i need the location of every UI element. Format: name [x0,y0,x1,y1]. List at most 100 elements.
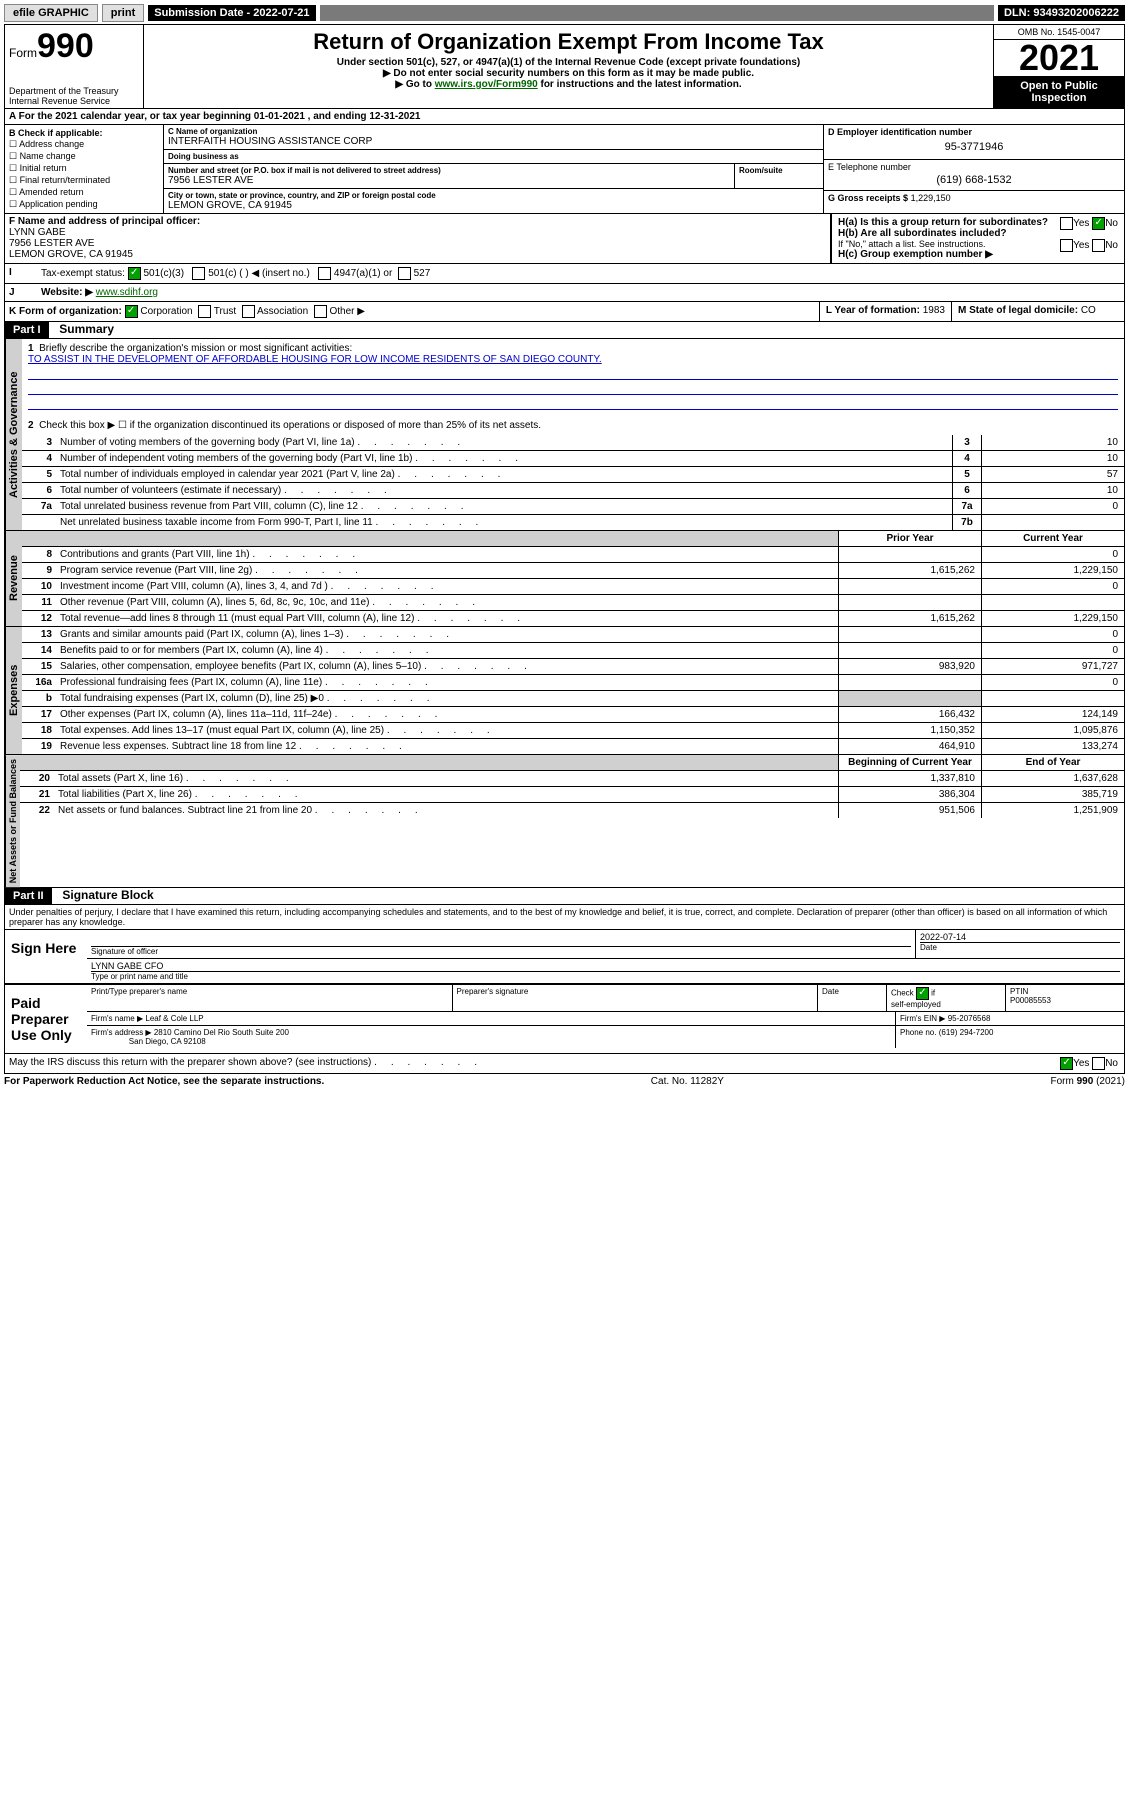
expenses-body: 13Grants and similar amounts paid (Part … [22,627,1124,754]
form-word: Form [9,46,37,60]
may-irs-text: May the IRS discuss this return with the… [5,1054,1054,1073]
governance-body: 1 Briefly describe the organization's mi… [22,339,1124,530]
j-label: J [5,284,37,301]
h-block: H(a) Is this a group return for subordin… [831,214,1124,263]
firm-phone-label: Phone no. [900,1028,936,1037]
table-row: 3Number of voting members of the governi… [22,435,1124,451]
tab-revenue: Revenue [5,531,22,626]
paid-preparer-row: Paid Preparer Use Only Print/Type prepar… [5,983,1124,1053]
officer-addr1: 7956 LESTER AVE [9,238,826,249]
may-irs-no[interactable] [1092,1057,1105,1070]
print-button[interactable]: print [102,4,144,22]
part2-header: Part II [5,888,52,904]
sign-here-right: Signature of officer 2022-07-14 Date LYN… [87,930,1124,983]
website-label: Website: ▶ [41,287,93,298]
sig-date-label: Date [920,942,1120,952]
table-row: 19Revenue less expenses. Subtract line 1… [22,739,1124,754]
header-title-block: Return of Organization Exempt From Incom… [144,25,993,108]
ha-no[interactable]: ✓ [1092,217,1105,230]
gross-receipts-value: 1,229,150 [911,193,951,203]
i-body: Tax-exempt status: ✓ 501(c)(3) 501(c) ( … [37,264,1124,283]
dln-label: DLN: 93493202006222 [998,5,1125,21]
part2-bar: Part II Signature Block [4,888,1125,905]
f-label: F Name and address of principal officer: [9,216,826,227]
check-name-change[interactable]: ☐ Name change [9,151,159,162]
firm-addr-label: Firm's address ▶ [91,1028,152,1037]
goto-suffix: for instructions and the latest informat… [538,79,742,90]
address-row: Number and street (or P.O. box if mail i… [164,164,823,189]
col-d-e-g: D Employer identification number 95-3771… [823,125,1124,213]
check-initial-return[interactable]: ☐ Initial return [9,163,159,174]
mission-underline [28,367,1118,380]
check-501c3[interactable]: ✓ [128,267,141,280]
ha-yes[interactable] [1060,217,1073,230]
check-corporation[interactable]: ✓ [125,305,138,318]
revenue-body: Prior Year Current Year 8Contributions a… [22,531,1124,626]
ptin-cell: PTIN P00085553 [1006,985,1124,1011]
check-association[interactable] [242,305,255,318]
table-row: 14Benefits paid to or for members (Part … [22,643,1124,659]
sig-officer-label: Signature of officer [91,946,911,956]
f-h-row: F Name and address of principal officer:… [4,214,1125,264]
mission-underline [28,397,1118,410]
tab-expenses: Expenses [5,627,22,754]
may-irs-row: May the IRS discuss this return with the… [4,1054,1125,1074]
ein-label: D Employer identification number [828,127,1120,137]
form-header: Form990 Department of the Treasury Inter… [4,24,1125,109]
ptin-label: PTIN [1010,987,1028,996]
check-address-change[interactable]: ☐ Address change [9,139,159,150]
table-row: 16aProfessional fundraising fees (Part I… [22,675,1124,691]
inspection-word: Inspection [996,92,1122,104]
header-left: Form990 Department of the Treasury Inter… [5,25,144,108]
table-row: 11Other revenue (Part VIII, column (A), … [22,595,1124,611]
may-irs-yes[interactable]: ✓ [1060,1057,1073,1070]
part1-title: Summary [51,322,114,336]
check-527[interactable] [398,267,411,280]
prep-sig-label: Preparer's signature [453,985,819,1011]
line2-text: Check this box ▶ ☐ if the organization d… [39,420,541,431]
check-4947[interactable] [318,267,331,280]
check-other[interactable] [314,305,327,318]
goto-prefix: ▶ Go to [395,79,434,90]
signature-block: Under penalties of perjury, I declare th… [4,905,1125,1054]
may-irs-answer: ✓Yes No [1054,1054,1124,1073]
firm-name-label: Firm's name ▶ [91,1014,143,1023]
dba-label: Doing business as [168,152,819,161]
subtitle-1: Under section 501(c), 527, or 4947(a)(1)… [150,57,987,68]
table-row: 9Program service revenue (Part VIII, lin… [22,563,1124,579]
col-b-checkboxes: B Check if applicable: ☐ Address change … [5,125,164,213]
year-formation: 1983 [923,305,945,316]
part2-title: Signature Block [54,888,153,902]
irs-link[interactable]: www.irs.gov/Form990 [435,79,538,90]
firm-addr-cell: Firm's address ▶ 2810 Camino Del Rio Sou… [87,1026,896,1048]
j-body: Website: ▶ www.sdihf.org [37,284,1124,301]
website-link[interactable]: www.sdihf.org [96,287,158,298]
boy-header: Beginning of Current Year [838,755,981,770]
tab-governance: Activities & Governance [5,339,22,530]
line-a-tax-year: A For the 2021 calendar year, or tax yea… [4,109,1125,125]
hb-yes[interactable] [1060,239,1073,252]
net-assets-section: Net Assets or Fund Balances Beginning of… [4,755,1125,888]
hb-no[interactable] [1092,239,1105,252]
prior-year-header: Prior Year [838,531,981,546]
check-trust[interactable] [198,305,211,318]
room-label: Room/suite [739,166,819,175]
table-row: 12Total revenue—add lines 8 through 11 (… [22,611,1124,626]
firm-addr2: San Diego, CA 92108 [129,1037,206,1046]
check-amended-return[interactable]: ☐ Amended return [9,187,159,198]
net-assets-body: Beginning of Current Year End of Year 20… [20,755,1124,887]
check-501c[interactable] [192,267,205,280]
efile-button[interactable]: efile GRAPHIC [4,4,98,22]
tax-year: 2021 [994,40,1124,76]
table-row: 15Salaries, other compensation, employee… [22,659,1124,675]
pra-notice: For Paperwork Reduction Act Notice, see … [4,1076,324,1087]
tab-net-assets: Net Assets or Fund Balances [5,755,20,887]
check-application-pending[interactable]: ☐ Application pending [9,199,159,210]
entity-block: B Check if applicable: ☐ Address change … [4,125,1125,214]
check-final-return[interactable]: ☐ Final return/terminated [9,175,159,186]
org-name-value: INTERFAITH HOUSING ASSISTANCE CORP [168,136,819,147]
check-self-employed[interactable]: Check ✓ ifself-employed [887,985,1006,1011]
k-label: K Form of organization: [9,306,122,317]
revenue-section: Revenue Prior Year Current Year 8Contrib… [4,531,1125,627]
ein-value: 95-3771946 [828,137,1120,157]
